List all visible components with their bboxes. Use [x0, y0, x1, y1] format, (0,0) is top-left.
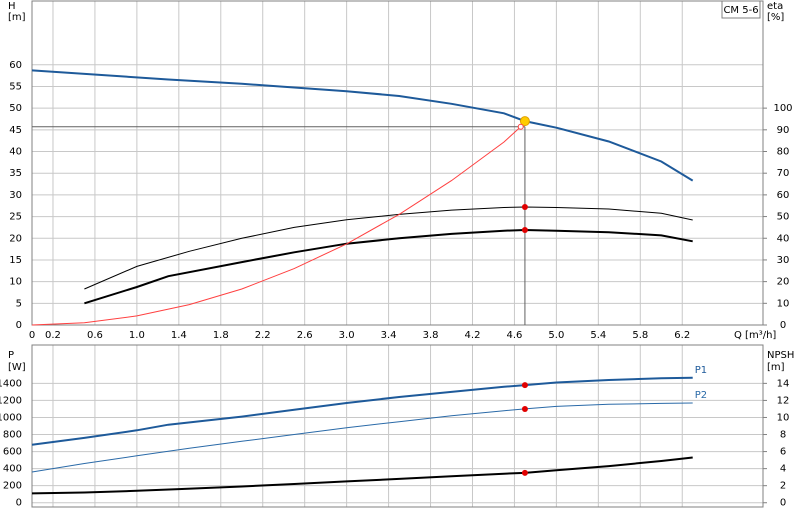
y2-tick-label: 60 — [777, 190, 790, 201]
x-tick-label: 2.6 — [297, 330, 313, 341]
curve — [31, 402, 693, 473]
y-tick-label: 15 — [9, 255, 22, 266]
x-tick-label: 1.0 — [129, 330, 145, 341]
y2-tick-label: 8 — [780, 430, 786, 441]
x-tick-label: 2.2 — [255, 330, 271, 341]
y-axis-label: H — [8, 1, 16, 12]
y2-axis-unit: [m] — [767, 362, 785, 373]
y2-tick-label: 70 — [777, 168, 790, 179]
x-tick-label: 3.8 — [423, 330, 439, 341]
y2-tick-label: 0 — [780, 320, 786, 331]
title-box — [721, 0, 761, 19]
y-tick-label: 35 — [9, 168, 22, 179]
x-axis-label: Q [m³/h] — [734, 330, 776, 341]
y-tick-label: 0 — [16, 320, 22, 331]
y-tick-label: 60 — [9, 60, 22, 71]
y-tick-label: 800 — [3, 430, 22, 441]
y2-axis-label: NPSH — [767, 350, 794, 361]
x-tick-label: 1.4 — [171, 330, 187, 341]
y-tick-label: 40 — [9, 147, 22, 158]
curve — [31, 376, 693, 446]
x-tick-label: 5.8 — [632, 330, 648, 341]
y-tick-label: 400 — [3, 464, 22, 475]
y-tick-label: 1400 — [0, 378, 22, 389]
operating-marker — [521, 405, 528, 412]
curve — [31, 456, 693, 495]
y2-tick-label: 80 — [777, 147, 790, 158]
x-tick-label: 6.2 — [674, 330, 690, 341]
operating-marker — [521, 469, 528, 476]
x-tick-label: 0.6 — [87, 330, 103, 341]
y-tick-label: 45 — [9, 125, 22, 136]
x-tick-label: 5.4 — [590, 330, 606, 341]
y2-tick-label: 12 — [777, 395, 790, 406]
y2-tick-label: 50 — [777, 212, 790, 223]
y2-tick-label: 30 — [777, 255, 790, 266]
y-tick-label: 1000 — [0, 412, 22, 423]
y-tick-label: 0 — [16, 498, 22, 509]
x-tick-label: 0 — [29, 330, 35, 341]
x-tick-label: 0.2 — [45, 330, 61, 341]
operating-marker — [521, 204, 528, 211]
x-tick-label: 4.2 — [465, 330, 481, 341]
y-tick-label: 600 — [3, 447, 22, 458]
y2-tick-label: 10 — [777, 298, 790, 309]
y-tick-label: 5 — [16, 298, 22, 309]
y-axis-unit: [m] — [8, 12, 26, 23]
curve-label: P1 — [695, 365, 707, 376]
plot-frame — [31, 344, 764, 508]
y-tick-label: 55 — [9, 81, 22, 92]
operating-marker — [521, 382, 528, 389]
y2-tick-label: 100 — [773, 103, 792, 114]
x-tick-label: 1.8 — [213, 330, 229, 341]
x-tick-label: 5.0 — [548, 330, 564, 341]
y-tick-label: 50 — [9, 103, 22, 114]
curve-label: P2 — [695, 390, 707, 401]
y-tick-label: 30 — [9, 190, 22, 201]
y2-tick-label: 40 — [777, 233, 790, 244]
y2-tick-label: 20 — [777, 277, 790, 288]
y2-tick-label: 0 — [780, 498, 786, 509]
y2-tick-label: 4 — [780, 464, 786, 475]
y2-tick-label: 6 — [780, 447, 786, 458]
y-tick-label: 20 — [9, 233, 22, 244]
y-axis-label: P — [8, 350, 14, 361]
curve — [84, 206, 693, 290]
chart-title: CM 5-6 — [723, 5, 758, 16]
curve — [31, 69, 694, 182]
y-tick-label: 10 — [9, 277, 22, 288]
x-tick-label: 4.6 — [506, 330, 522, 341]
y-tick-label: 1200 — [0, 395, 22, 406]
plot-frame — [31, 0, 764, 326]
curve-end — [517, 123, 524, 130]
y-axis-unit: [W] — [8, 362, 26, 373]
curve — [31, 126, 522, 326]
x-tick-label: 3.4 — [381, 330, 397, 341]
y2-tick-label: 2 — [780, 481, 786, 492]
y-tick-label: 200 — [3, 481, 22, 492]
y2-axis-label: eta — [767, 1, 783, 12]
y2-tick-label: 14 — [777, 378, 790, 389]
duty-point — [519, 116, 530, 127]
operating-marker — [521, 227, 528, 234]
curve — [84, 228, 693, 305]
y-tick-label: 25 — [9, 212, 22, 223]
x-tick-label: 3.0 — [339, 330, 355, 341]
y2-tick-label: 10 — [777, 412, 790, 423]
y2-tick-label: 90 — [777, 125, 790, 136]
y2-axis-unit: [%] — [767, 12, 784, 23]
